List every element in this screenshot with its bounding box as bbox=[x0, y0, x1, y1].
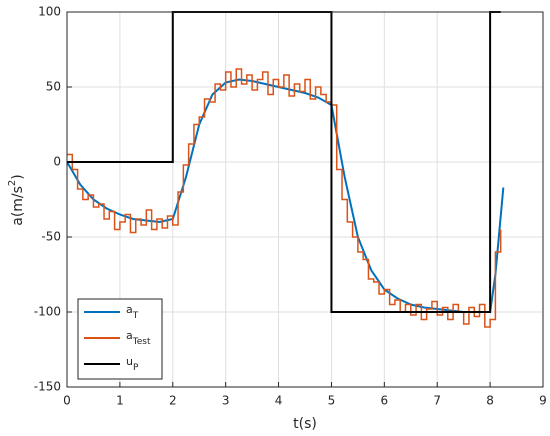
x-tick-label: 1 bbox=[116, 394, 124, 408]
x-tick-label: 8 bbox=[486, 394, 494, 408]
legend-label-sub: Test bbox=[132, 337, 151, 347]
legend-label: aT bbox=[126, 303, 139, 321]
y-tick-label: 100 bbox=[38, 5, 61, 19]
series-line bbox=[67, 68, 502, 328]
legend-label-sub: T bbox=[132, 311, 139, 321]
x-axis-label: t(s) bbox=[293, 416, 317, 432]
x-tick-label: 9 bbox=[539, 394, 547, 408]
x-tick-label: 3 bbox=[222, 394, 230, 408]
axes-box bbox=[66, 11, 544, 388]
series-line bbox=[67, 11, 501, 313]
series-line bbox=[66, 78, 505, 313]
legend-label: aTest bbox=[126, 329, 151, 347]
legend-label-sub: P bbox=[133, 363, 139, 373]
x-tick-label: 6 bbox=[381, 394, 389, 408]
x-tick-label: 0 bbox=[63, 394, 71, 408]
y-tick-label: 50 bbox=[46, 80, 61, 94]
x-tick-label: 5 bbox=[328, 394, 336, 408]
y-tick-label: -100 bbox=[34, 305, 61, 319]
y-axis-label: a(m/s2) bbox=[7, 174, 26, 226]
x-tick-label: 4 bbox=[275, 394, 283, 408]
y-tick-label: 0 bbox=[53, 155, 61, 169]
y-axis-label-main: a(m/s bbox=[10, 186, 26, 226]
y-axis-label-sup: 2 bbox=[7, 180, 18, 186]
y-tick-label: -50 bbox=[41, 230, 61, 244]
legend-label-main: u bbox=[126, 355, 133, 368]
legend-label-main: a bbox=[126, 329, 133, 342]
legend-label-main: a bbox=[126, 303, 133, 316]
legend-label: uP bbox=[126, 355, 139, 373]
x-tick-label: 2 bbox=[169, 394, 177, 408]
y-axis-label-end: ) bbox=[10, 174, 26, 179]
x-tick-label: 7 bbox=[433, 394, 441, 408]
y-tick-label: -150 bbox=[34, 380, 61, 394]
